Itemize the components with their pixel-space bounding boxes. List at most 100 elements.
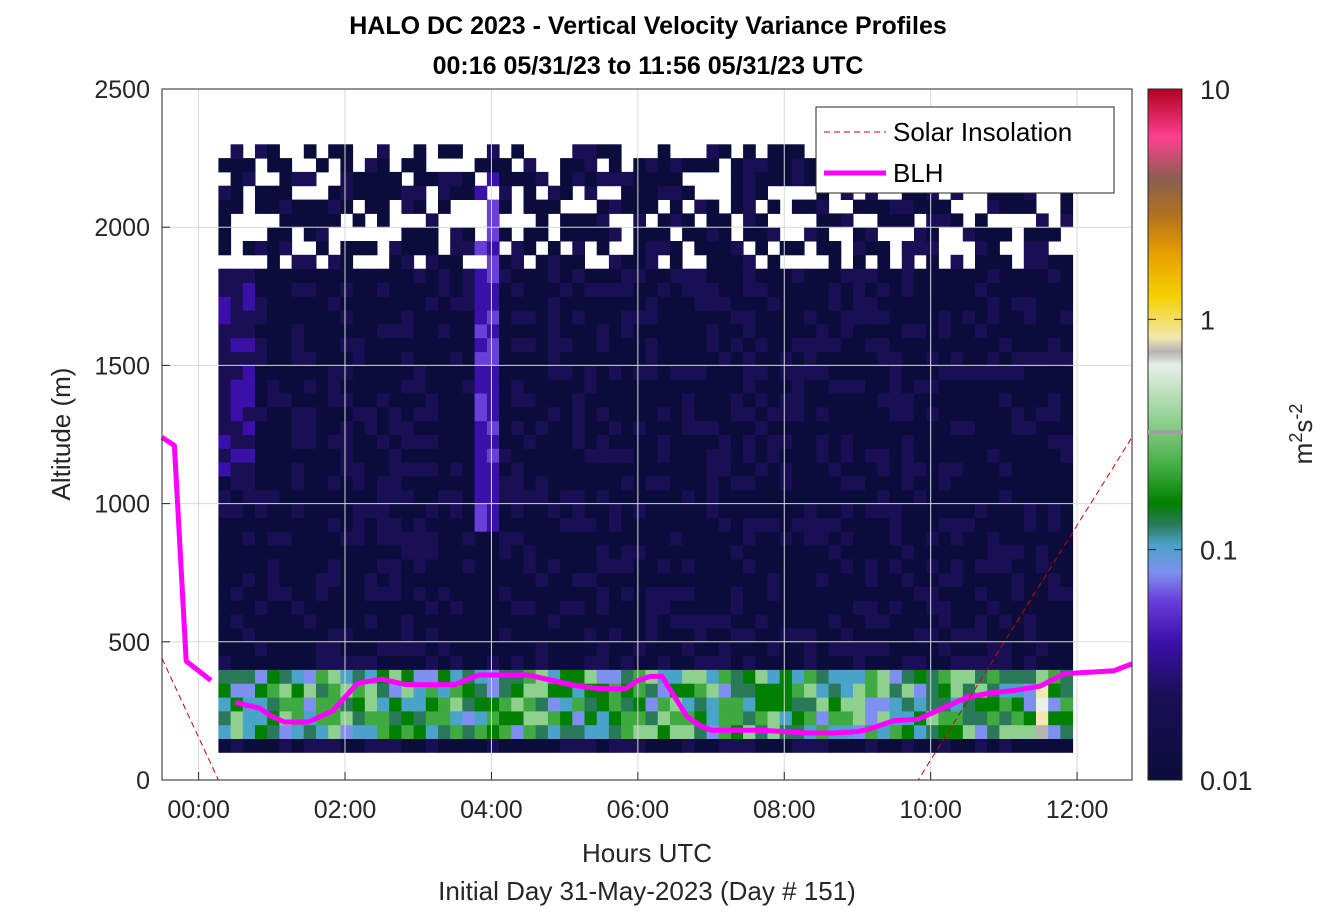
heatmap-cell [438,724,451,739]
heatmap-cell [669,517,683,532]
heatmap-cell [364,296,378,311]
heatmap-cell [889,268,903,283]
heatmap-cell [1048,641,1061,657]
heatmap-cell [755,227,768,242]
heatmap-cell [352,462,366,477]
x-tick-label: 08:00 [753,796,816,824]
heatmap-cell [877,489,891,505]
heatmap-cell [889,614,903,629]
heatmap-cell [1023,489,1037,505]
heatmap-cell [828,254,842,270]
heatmap-cell [486,476,500,491]
heatmap-cell [462,558,476,574]
heatmap-cell [267,393,280,408]
heatmap-cell [816,323,830,339]
heatmap-cell [682,462,695,477]
heatmap-cell [926,268,939,283]
heatmap-cell [218,337,232,353]
heatmap-cell [486,171,500,187]
heatmap-cell [1060,600,1074,615]
heatmap-cell [364,503,378,518]
heatmap-cell [450,503,463,518]
heatmap-cell [743,710,756,726]
heatmap-cell [255,641,268,657]
heatmap-cell [364,185,378,200]
heatmap-cell [560,365,573,380]
heatmap-cell [242,628,256,643]
heatmap-cell [242,462,256,477]
heatmap-cell [1048,254,1061,270]
heatmap-cell [914,337,927,353]
heatmap-cell [218,227,232,242]
heatmap-cell [328,614,341,629]
heatmap-cell [499,600,512,615]
heatmap-cell [694,641,707,657]
heatmap-cell [987,310,1000,325]
heatmap-cell [352,393,366,408]
heatmap-cell [511,296,524,311]
heatmap-cell [413,558,427,574]
heatmap-cell [450,420,463,435]
heatmap-cell [865,669,878,684]
heatmap-cell [950,337,964,353]
heatmap-cell [804,379,817,394]
heatmap-cell [596,710,610,726]
heatmap-cell [975,476,988,491]
heatmap-cell [267,379,280,394]
heatmap-cell [682,379,695,394]
heatmap-cell [706,558,720,574]
heatmap-cell [987,420,1000,435]
heatmap-cell [596,310,610,325]
heatmap-cell [474,379,488,394]
heatmap-cell [767,462,781,477]
heatmap-cell [1011,434,1025,449]
heatmap-cell [242,420,256,435]
heatmap-cell [669,503,683,518]
heatmap-cell [499,462,512,477]
heatmap-cell [389,337,402,353]
heatmap-cell [633,171,646,187]
heatmap-cell [596,586,610,601]
heatmap-cell [926,669,939,684]
heatmap-cell [828,323,842,339]
heatmap-cell [572,434,585,449]
heatmap-cell [608,545,622,560]
heatmap-cell [694,628,707,643]
heatmap-cell [926,199,939,214]
heatmap-cell [779,406,793,422]
heatmap-cell [1060,379,1074,394]
heatmap-cell [242,503,256,518]
heatmap-cell [1011,379,1025,394]
heatmap-cell [608,254,622,270]
heatmap-cell [303,310,317,325]
heatmap-cell [474,531,488,546]
heatmap-cell [743,406,756,422]
heatmap-cell [1060,462,1074,477]
heatmap-cell [389,476,402,491]
heatmap-cell [340,531,354,546]
heatmap-cell [743,489,756,505]
heatmap-cell [291,683,305,698]
heatmap-cell [853,600,866,615]
heatmap-cell [535,199,549,214]
heatmap-cell [901,558,915,574]
heatmap-cell [523,448,537,463]
heatmap-cell [865,448,878,463]
heatmap-cell [1036,379,1049,394]
heatmap-cell [303,517,317,532]
heatmap-cell [633,310,646,325]
heatmap-cell [1048,393,1061,408]
heatmap-cell [340,365,354,380]
heatmap-cell [303,738,317,753]
heatmap-cell [669,710,683,726]
heatmap-cell [1060,476,1074,491]
heatmap-cell [804,420,817,435]
heatmap-cell [743,683,756,698]
heatmap-cell [291,448,305,463]
heatmap-cell [621,531,634,546]
heatmap-cell [450,614,463,629]
heatmap-cell [389,641,402,657]
heatmap-cell [279,365,293,380]
heatmap-cell [340,614,354,629]
heatmap-cell [230,393,244,408]
